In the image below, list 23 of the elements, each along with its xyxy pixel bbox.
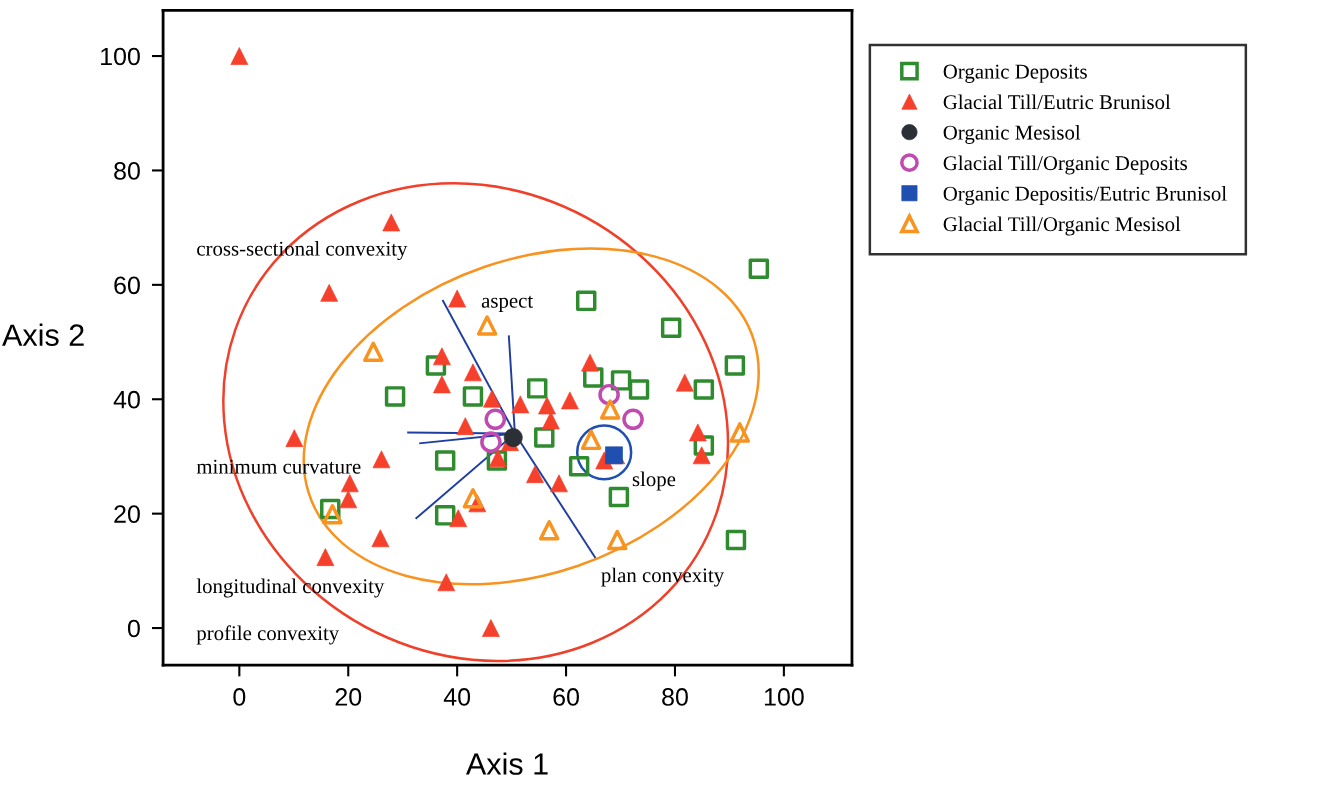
y-axis-title: Axis 2 xyxy=(2,323,84,346)
x-tick-label: 100 xyxy=(764,688,804,706)
legend-label: Organic Deposits xyxy=(943,64,1087,83)
legend-label: Glacial Till/Organic Deposits xyxy=(943,155,1188,175)
legend-label: Glacial Till/Organic Mesisol xyxy=(943,216,1181,236)
annotation: slope xyxy=(632,471,676,491)
x-tick-label: 80 xyxy=(662,688,688,706)
legend-label: Organic Mesisol xyxy=(943,124,1081,144)
y-tick-label: 80 xyxy=(114,162,140,180)
annotation: profile convexity xyxy=(196,625,340,645)
y-tick-label: 60 xyxy=(114,276,140,295)
x-tick-label: 40 xyxy=(443,688,471,706)
y-tick-label: 100 xyxy=(101,47,140,66)
legend-label: Organic Depositis/Eutric Brunisol xyxy=(943,186,1227,206)
y-tick-label: 20 xyxy=(114,505,140,523)
x-tick-label: 0 xyxy=(233,688,246,706)
x-axis-title: Axis 1 xyxy=(465,752,548,775)
x-tick-label: 20 xyxy=(335,688,362,706)
y-tick-label: 40 xyxy=(113,390,140,409)
annotation: aspect xyxy=(481,295,534,313)
x-tick-label: 60 xyxy=(553,688,579,706)
legend-label: Glacial Till/Eutric Brunisol xyxy=(943,94,1171,110)
y-tick-label: 0 xyxy=(127,619,140,638)
